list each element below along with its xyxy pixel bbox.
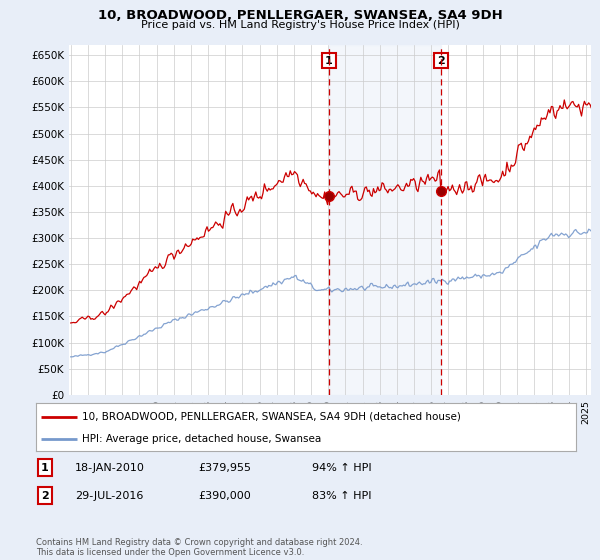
- Text: £390,000: £390,000: [198, 491, 251, 501]
- Text: HPI: Average price, detached house, Swansea: HPI: Average price, detached house, Swan…: [82, 434, 321, 444]
- Text: 29-JUL-2016: 29-JUL-2016: [75, 491, 143, 501]
- Text: £379,955: £379,955: [198, 463, 251, 473]
- Text: 1: 1: [325, 55, 333, 66]
- Bar: [329, 45, 441, 395]
- Text: 1: 1: [41, 463, 49, 473]
- Text: 10, BROADWOOD, PENLLERGAER, SWANSEA, SA4 9DH: 10, BROADWOOD, PENLLERGAER, SWANSEA, SA4…: [98, 9, 502, 22]
- Text: Contains HM Land Registry data © Crown copyright and database right 2024.
This d: Contains HM Land Registry data © Crown c…: [36, 538, 362, 557]
- Text: 94% ↑ HPI: 94% ↑ HPI: [312, 463, 371, 473]
- Text: 18-JAN-2010: 18-JAN-2010: [75, 463, 145, 473]
- Text: Price paid vs. HM Land Registry's House Price Index (HPI): Price paid vs. HM Land Registry's House …: [140, 20, 460, 30]
- Text: 83% ↑ HPI: 83% ↑ HPI: [312, 491, 371, 501]
- Text: 2: 2: [41, 491, 49, 501]
- Text: 10, BROADWOOD, PENLLERGAER, SWANSEA, SA4 9DH (detached house): 10, BROADWOOD, PENLLERGAER, SWANSEA, SA4…: [82, 412, 461, 422]
- Text: 2: 2: [437, 55, 445, 66]
